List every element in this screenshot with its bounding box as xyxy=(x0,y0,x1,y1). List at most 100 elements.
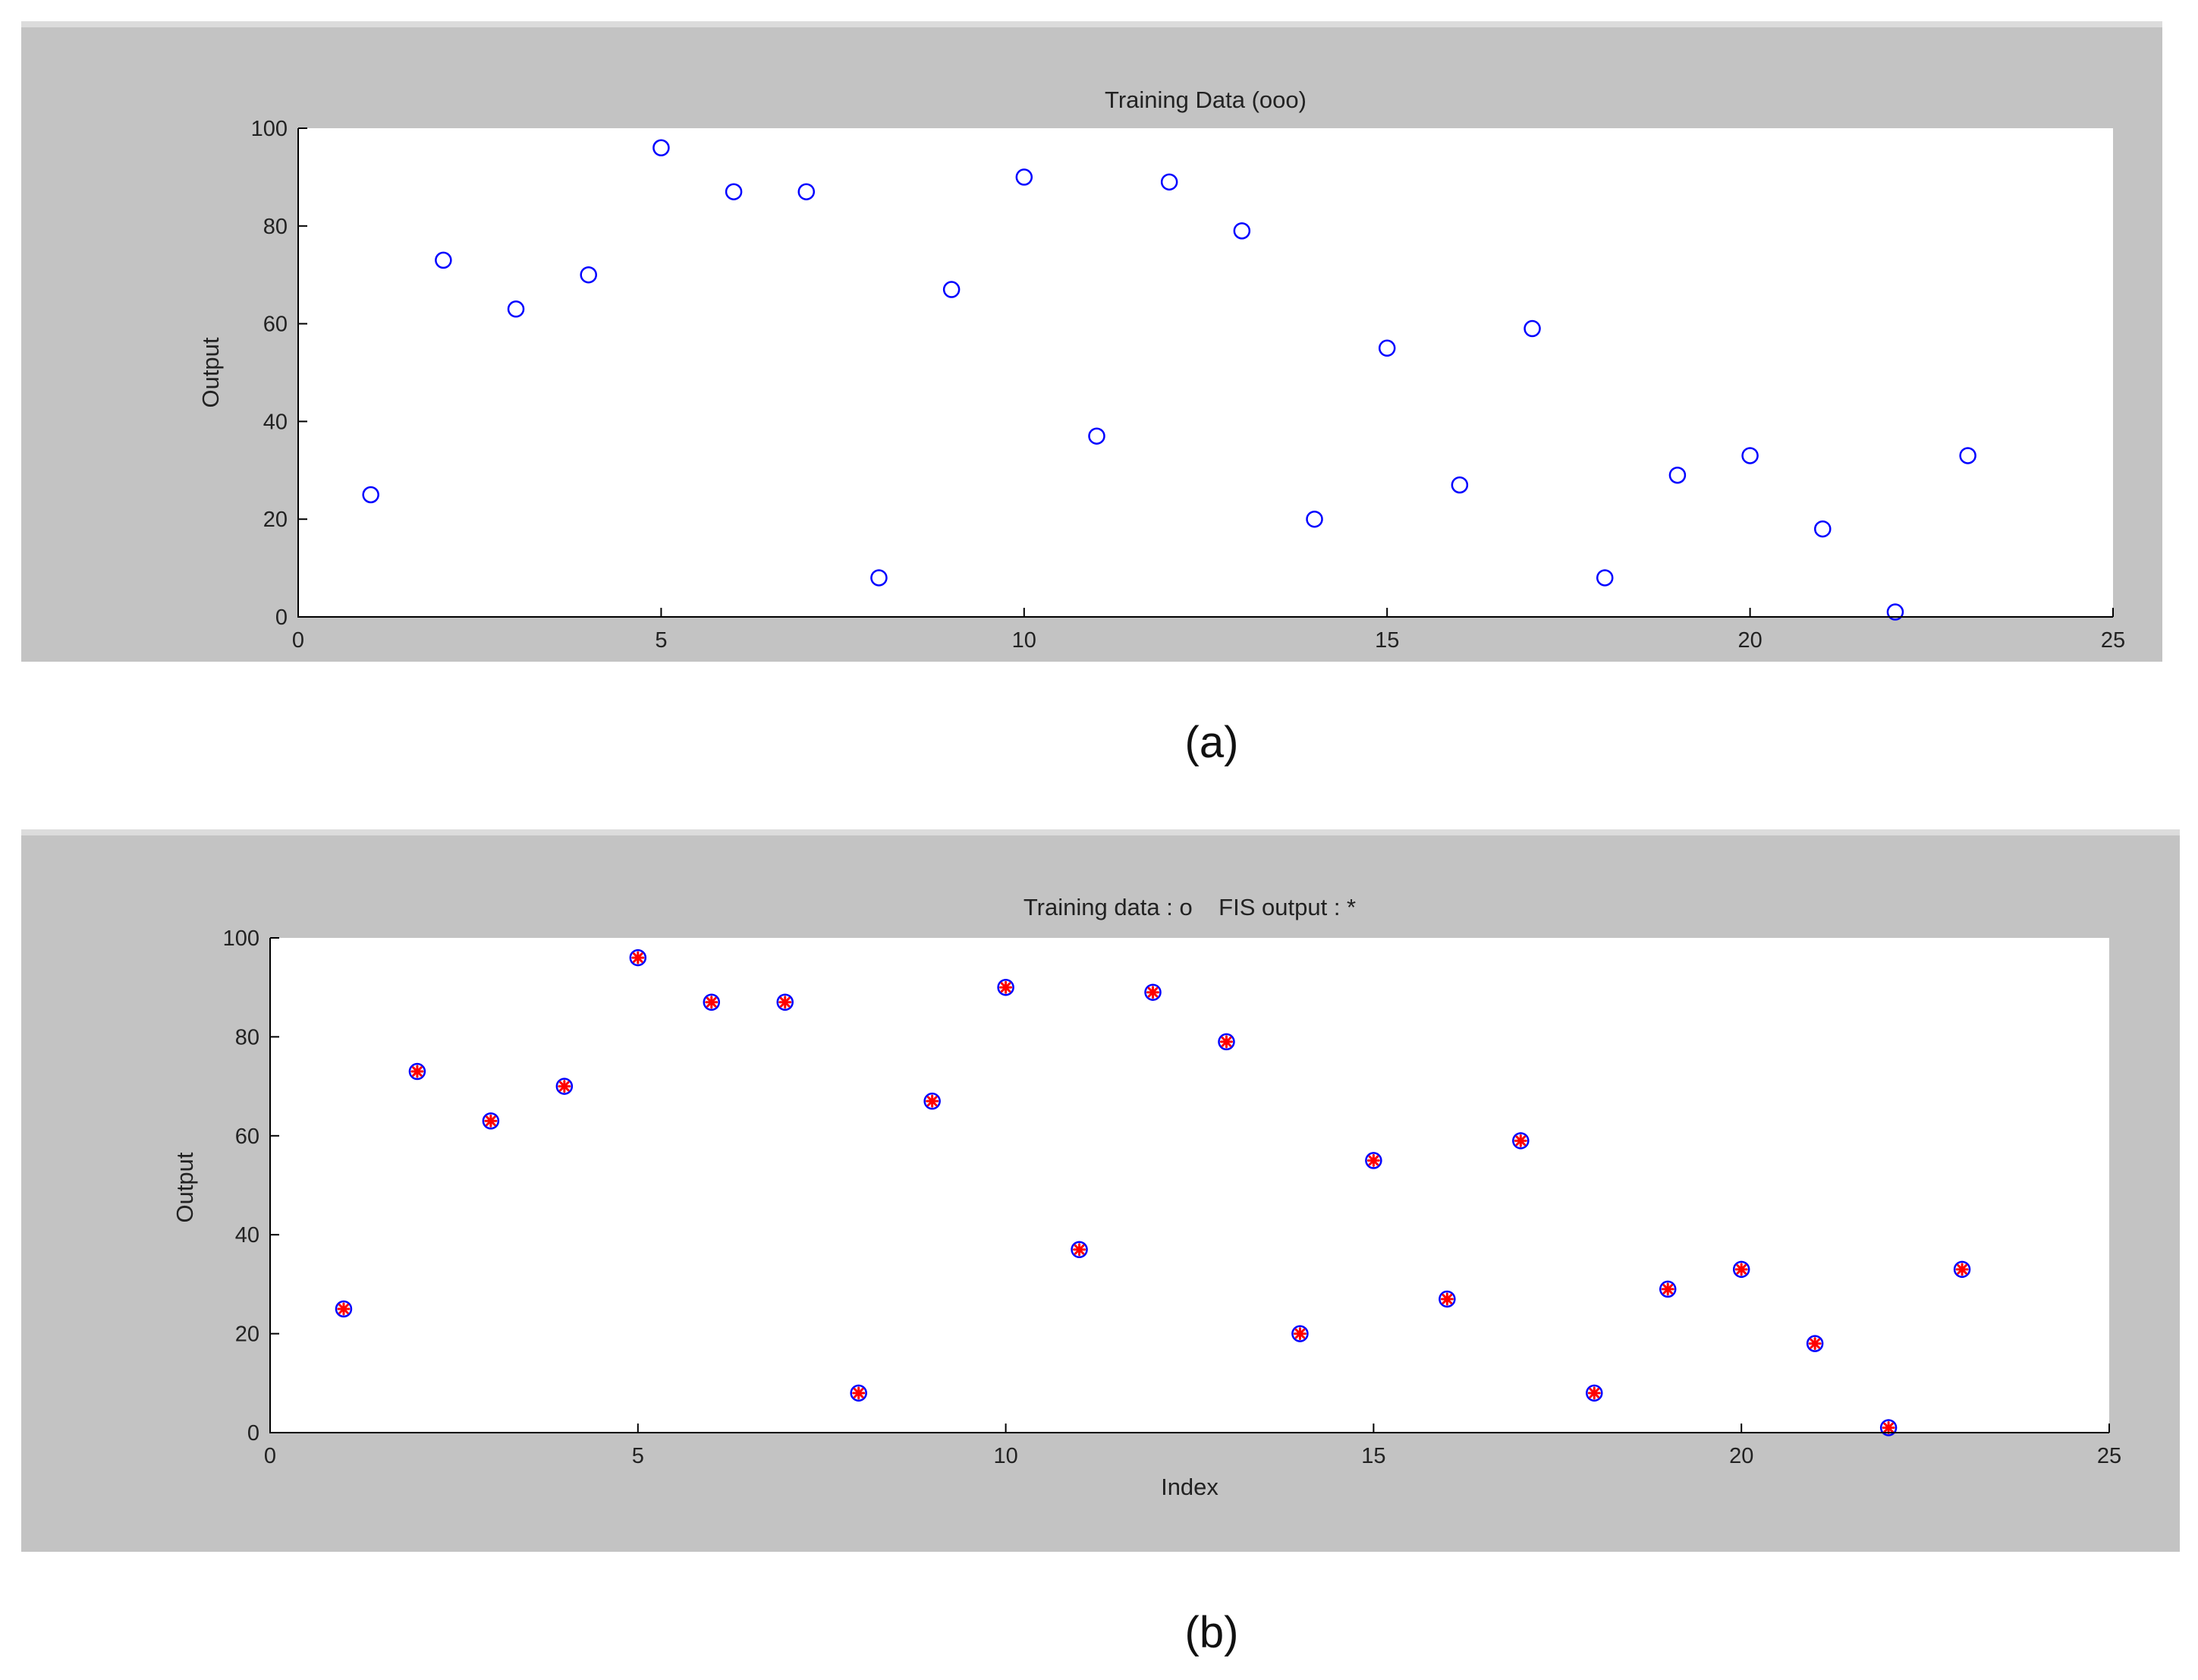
figure-caption-b: (b) xyxy=(1184,1608,1239,1657)
data-point-circle xyxy=(362,486,379,504)
data-point-circle xyxy=(1668,466,1687,484)
data-point-circle xyxy=(1451,476,1469,494)
data-point-star xyxy=(999,980,1013,994)
x-tick-label: 5 xyxy=(632,1444,644,1468)
data-point-circle xyxy=(1088,427,1105,445)
data-point-star xyxy=(1734,1263,1748,1276)
data-point-circle xyxy=(1015,168,1033,186)
data-point-circle xyxy=(555,1078,574,1095)
data-point-star xyxy=(337,1302,351,1316)
data-point-star xyxy=(1440,1292,1454,1306)
data-point-circle xyxy=(1959,447,1976,464)
data-point-star xyxy=(410,1065,424,1078)
data-point-star xyxy=(1366,1153,1380,1167)
data-point-circle xyxy=(1806,1335,1824,1352)
x-axis-label: Index xyxy=(1161,1474,1218,1500)
y-tick-label: 0 xyxy=(275,606,288,630)
data-point-circle xyxy=(850,1384,867,1402)
data-point-circle xyxy=(725,183,743,200)
axes-background xyxy=(270,938,2109,1433)
data-point-circle xyxy=(408,1062,426,1081)
x-tick-label: 0 xyxy=(292,628,304,653)
y-tick-label: 60 xyxy=(235,1125,259,1149)
data-point-circle xyxy=(1233,222,1251,240)
x-tick-label: 20 xyxy=(1737,628,1762,653)
axes-frame xyxy=(269,938,2109,1433)
y-axis-label: Output xyxy=(197,337,224,407)
data-point-star xyxy=(1808,1337,1822,1351)
data-point-circle xyxy=(797,183,816,200)
data-point-circle xyxy=(1144,983,1162,1001)
data-point-circle xyxy=(1306,510,1323,528)
data-point-circle xyxy=(629,949,647,967)
data-point-circle xyxy=(1953,1260,1971,1279)
x-tick-label: 10 xyxy=(1012,628,1036,653)
data-point-circle xyxy=(1378,339,1396,357)
y-tick-label: 40 xyxy=(235,1223,259,1247)
data-point-star xyxy=(1955,1263,1969,1276)
x-tick-label: 20 xyxy=(1729,1444,1753,1468)
data-point-circle xyxy=(1218,1033,1235,1051)
data-point-star xyxy=(631,951,645,964)
data-point-circle xyxy=(1291,1325,1309,1342)
y-tick-label: 40 xyxy=(263,410,288,434)
plot-title: Training data : o FIS output : * xyxy=(1024,894,1356,920)
data-point-circle xyxy=(335,1300,353,1318)
data-point-circle xyxy=(1741,447,1759,464)
data-point-circle xyxy=(997,978,1014,996)
x-tick-label: 25 xyxy=(2097,1444,2121,1468)
data-point-circle xyxy=(1160,173,1178,191)
data-point-circle xyxy=(580,266,597,284)
y-tick-label: 80 xyxy=(263,215,288,239)
y-tick-label: 100 xyxy=(223,927,259,951)
x-tick-label: 15 xyxy=(1361,1444,1385,1468)
x-tick-label: 15 xyxy=(1375,628,1399,653)
data-point-circle xyxy=(652,139,670,157)
scatter-plot-b: Training data : o FIS output : * Output … xyxy=(171,894,2121,1500)
data-point-star xyxy=(926,1094,939,1108)
data-point-star xyxy=(778,996,792,1009)
data-point-circle xyxy=(1596,569,1614,587)
figure-panel-a: Training Data (ooo) Output 0 5 10 15 20 25 0 20… xyxy=(21,21,2162,662)
x-tick-label: 25 xyxy=(2101,628,2125,653)
y-tick-label: 20 xyxy=(263,508,288,532)
data-point-circle xyxy=(703,993,721,1011)
y-tick-label: 60 xyxy=(263,313,288,337)
data-point-star xyxy=(1514,1134,1527,1147)
axes-background xyxy=(298,128,2113,617)
data-point-circle xyxy=(1886,603,1904,621)
data-point-circle xyxy=(1439,1290,1456,1308)
x-tick-label: 5 xyxy=(655,628,667,653)
data-point-star xyxy=(1146,986,1160,999)
data-point-circle xyxy=(1659,1280,1677,1298)
data-point-star xyxy=(1661,1282,1674,1296)
data-point-star xyxy=(558,1080,571,1093)
figure-panel-b: Training data : o FIS output : * Output … xyxy=(21,829,2180,1552)
scatter-plot-a: Training Data (ooo) Output 0 5 10 15 20 25 0 20… xyxy=(197,87,2125,653)
data-point-circle xyxy=(435,251,452,269)
data-point-star xyxy=(1293,1327,1307,1341)
axes-frame xyxy=(297,128,2113,618)
data-point-circle xyxy=(870,569,888,587)
y-tick-label: 100 xyxy=(251,117,288,141)
data-point-circle xyxy=(923,1092,941,1110)
y-tick-label: 0 xyxy=(247,1421,259,1446)
data-point-star xyxy=(1219,1035,1233,1049)
x-tick-label: 10 xyxy=(993,1444,1017,1468)
data-point-star xyxy=(1587,1386,1601,1400)
data-point-star xyxy=(1882,1420,1895,1434)
y-tick-label: 20 xyxy=(235,1323,259,1347)
y-tick-label: 80 xyxy=(235,1025,259,1049)
data-point-circle xyxy=(1512,1132,1530,1150)
data-point-circle xyxy=(1879,1419,1898,1436)
data-point-circle xyxy=(1071,1241,1088,1259)
data-point-circle xyxy=(1732,1260,1750,1279)
data-point-star xyxy=(852,1386,866,1400)
figure-caption-a: (a) xyxy=(1184,718,1239,767)
data-point-circle xyxy=(1814,520,1832,538)
data-point-circle xyxy=(1365,1152,1382,1169)
data-point-circle xyxy=(507,300,525,318)
plot-title: Training Data (ooo) xyxy=(1105,87,1307,113)
y-axis-label: Output xyxy=(171,1152,198,1222)
data-point-circle xyxy=(776,993,794,1011)
